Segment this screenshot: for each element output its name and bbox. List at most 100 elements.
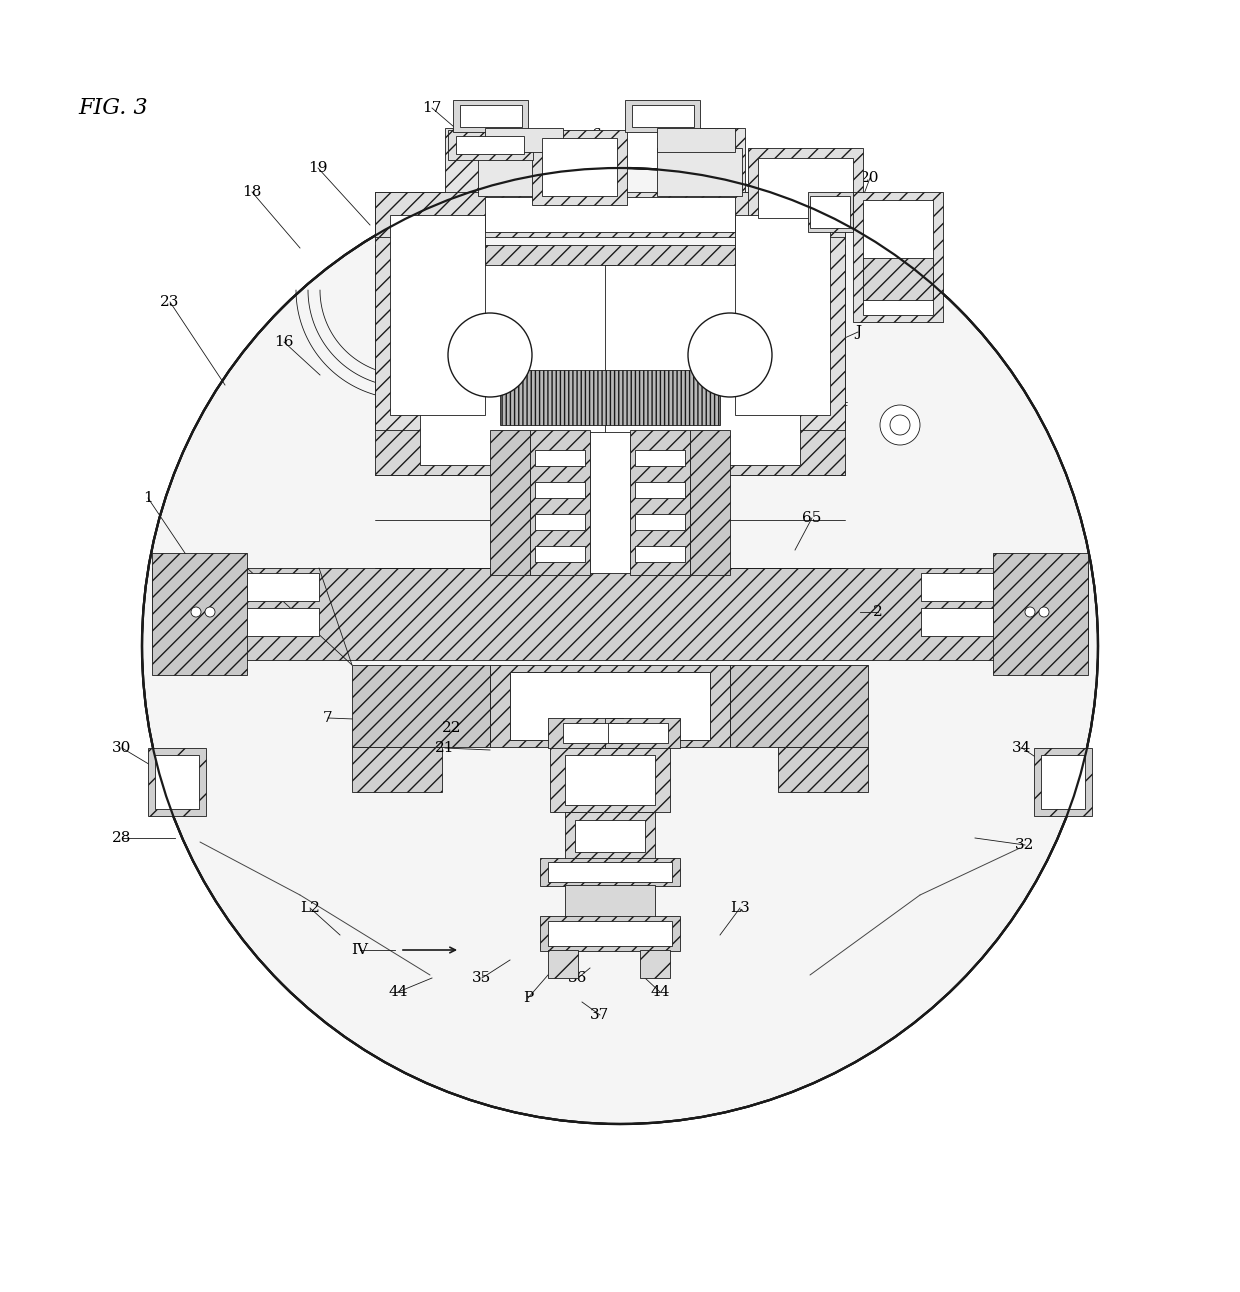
- Text: FIG. 3: FIG. 3: [78, 97, 148, 119]
- Text: 44: 44: [388, 985, 408, 999]
- Text: 65: 65: [802, 512, 822, 525]
- Bar: [565, 811, 655, 860]
- Text: J: J: [854, 326, 861, 339]
- Bar: [810, 196, 849, 227]
- Bar: [539, 858, 680, 886]
- Bar: [863, 200, 932, 315]
- Bar: [456, 136, 525, 154]
- Bar: [490, 665, 730, 747]
- Bar: [551, 747, 670, 811]
- Text: 37: 37: [590, 1008, 610, 1022]
- Circle shape: [880, 404, 920, 444]
- Bar: [534, 482, 585, 497]
- Bar: [608, 724, 668, 743]
- Bar: [534, 514, 585, 530]
- Text: 16: 16: [274, 335, 294, 349]
- Text: 34: 34: [1012, 742, 1032, 755]
- Text: 2: 2: [873, 605, 883, 619]
- Bar: [853, 193, 942, 322]
- Text: 23: 23: [160, 295, 180, 309]
- Bar: [735, 214, 830, 415]
- Bar: [542, 138, 618, 196]
- Bar: [247, 572, 319, 601]
- Circle shape: [688, 313, 773, 397]
- Bar: [148, 748, 206, 817]
- Bar: [548, 921, 672, 946]
- Bar: [630, 430, 689, 575]
- Bar: [590, 432, 630, 572]
- Text: 21: 21: [435, 742, 455, 755]
- Bar: [625, 99, 701, 132]
- Text: 28: 28: [113, 831, 131, 845]
- Bar: [352, 747, 441, 792]
- Text: 43: 43: [548, 711, 568, 725]
- Text: 4: 4: [474, 444, 482, 459]
- Bar: [758, 158, 853, 218]
- Bar: [155, 755, 198, 809]
- PathPatch shape: [143, 168, 1097, 1124]
- Text: 17: 17: [423, 101, 441, 115]
- Bar: [921, 572, 993, 601]
- Bar: [1034, 748, 1092, 817]
- Text: IV: IV: [351, 943, 368, 957]
- Bar: [689, 430, 730, 575]
- Bar: [565, 885, 655, 917]
- Text: 36: 36: [568, 972, 588, 985]
- Text: 32: 32: [1016, 839, 1034, 851]
- Bar: [635, 482, 684, 497]
- Text: L3: L3: [730, 901, 750, 915]
- Bar: [665, 128, 745, 193]
- Circle shape: [1039, 607, 1049, 618]
- Bar: [605, 265, 800, 465]
- Text: 6: 6: [593, 128, 601, 142]
- Bar: [532, 130, 627, 205]
- Text: 44: 44: [650, 985, 670, 999]
- Bar: [445, 128, 525, 193]
- Bar: [735, 193, 844, 430]
- Text: P: P: [523, 991, 533, 1005]
- Bar: [575, 820, 645, 851]
- Bar: [548, 862, 672, 882]
- Bar: [374, 245, 844, 475]
- Circle shape: [143, 168, 1097, 1124]
- Bar: [153, 553, 247, 674]
- Bar: [657, 149, 742, 196]
- Bar: [730, 665, 868, 747]
- Bar: [748, 149, 863, 227]
- Text: 5: 5: [681, 141, 691, 155]
- Text: 7: 7: [324, 711, 332, 725]
- Text: 18: 18: [242, 185, 262, 199]
- Bar: [657, 128, 735, 152]
- Bar: [485, 196, 735, 233]
- Bar: [453, 99, 528, 132]
- Bar: [374, 193, 485, 430]
- Bar: [534, 450, 585, 466]
- Bar: [374, 193, 844, 236]
- Text: 19: 19: [309, 162, 327, 174]
- Bar: [477, 149, 563, 196]
- Bar: [921, 609, 993, 636]
- Text: L2: L2: [300, 901, 320, 915]
- Circle shape: [890, 415, 910, 435]
- Bar: [448, 130, 533, 160]
- Bar: [632, 105, 694, 127]
- Circle shape: [1025, 607, 1035, 618]
- Text: 20: 20: [861, 171, 879, 185]
- Bar: [391, 214, 485, 415]
- Bar: [777, 747, 868, 792]
- Bar: [635, 547, 684, 562]
- Bar: [539, 916, 680, 951]
- Text: 30: 30: [113, 742, 131, 755]
- Bar: [635, 450, 684, 466]
- Bar: [993, 553, 1087, 674]
- Bar: [153, 568, 1087, 660]
- Bar: [529, 430, 590, 575]
- Bar: [485, 128, 563, 152]
- Text: 35: 35: [472, 972, 491, 985]
- Bar: [863, 258, 932, 300]
- Bar: [605, 718, 680, 748]
- Bar: [534, 547, 585, 562]
- Bar: [352, 665, 490, 747]
- Bar: [247, 609, 319, 636]
- Text: 22: 22: [443, 721, 461, 735]
